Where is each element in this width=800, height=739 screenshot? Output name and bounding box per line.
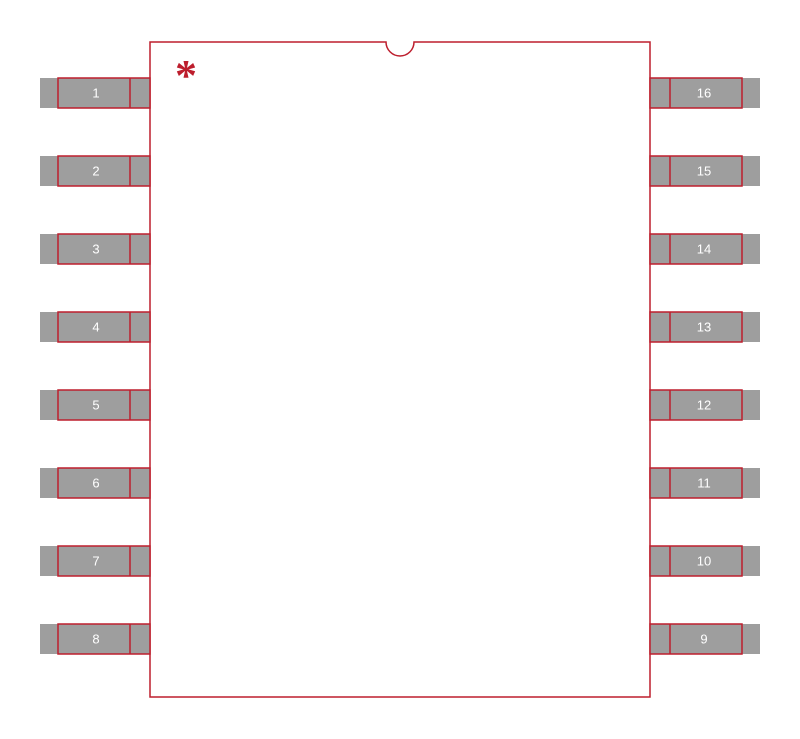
pin-16: 16 — [650, 78, 760, 108]
pin-2: 2 — [40, 156, 150, 186]
pin-6-label: 6 — [92, 475, 99, 490]
pin-3: 3 — [40, 234, 150, 264]
pin-11: 11 — [650, 468, 760, 498]
pin-10-label: 10 — [697, 553, 711, 568]
pin-11-label: 11 — [697, 475, 711, 490]
pin-9: 9 — [650, 624, 760, 654]
pin-1-label: 1 — [92, 85, 99, 100]
pin-7: 7 — [40, 546, 150, 576]
pin-8-label: 8 — [92, 631, 99, 646]
pin-14-label: 14 — [697, 241, 711, 256]
pin-5-label: 5 — [92, 397, 99, 412]
pin-4-label: 4 — [92, 319, 99, 334]
pin-13: 13 — [650, 312, 760, 342]
pin-2-label: 2 — [92, 163, 99, 178]
pin-12-label: 12 — [697, 397, 711, 412]
pin-4: 4 — [40, 312, 150, 342]
pin-14: 14 — [650, 234, 760, 264]
pin-1: 1 — [40, 78, 150, 108]
ic-body-outline — [150, 42, 650, 697]
pin-13-label: 13 — [697, 319, 711, 334]
pin-10: 10 — [650, 546, 760, 576]
ic-footprint-diagram: *12345678161514131211109 — [0, 0, 800, 739]
pin-9-label: 9 — [700, 631, 707, 646]
pin-15: 15 — [650, 156, 760, 186]
pin1-marker: * — [175, 51, 197, 100]
pin-8: 8 — [40, 624, 150, 654]
pin-12: 12 — [650, 390, 760, 420]
pin-15-label: 15 — [697, 163, 711, 178]
pin-6: 6 — [40, 468, 150, 498]
pin-16-label: 16 — [697, 85, 711, 100]
pin-5: 5 — [40, 390, 150, 420]
pin-7-label: 7 — [92, 553, 99, 568]
pin-3-label: 3 — [92, 241, 99, 256]
